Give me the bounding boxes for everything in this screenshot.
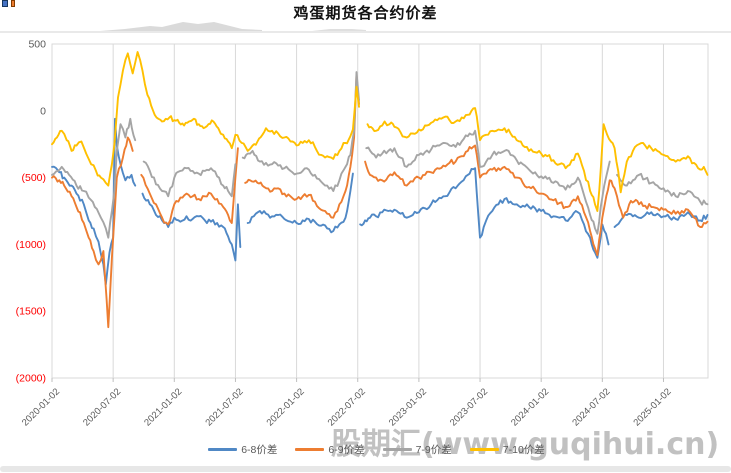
series-line-6-8价差 bbox=[51, 117, 709, 286]
y-axis-tick-label: 500 bbox=[28, 39, 46, 51]
legend-item-6-8[interactable]: 6-8价差 bbox=[208, 442, 277, 457]
x-axis-tick-label: 2020-07-02 bbox=[81, 386, 123, 428]
x-axis-tick-label: 2021-07-02 bbox=[203, 386, 245, 428]
legend-swatch-7-10 bbox=[469, 447, 499, 451]
series-line-6-9价差 bbox=[51, 73, 709, 329]
y-axis-tick-label: 0 bbox=[40, 105, 46, 117]
background-hills-decoration bbox=[100, 22, 366, 31]
legend-item-7-9[interactable]: 7-9价差 bbox=[382, 442, 452, 457]
y-axis-tick-label: (500) bbox=[21, 172, 46, 184]
watermark: 股期汇(www.guqihui.cn) bbox=[331, 427, 720, 462]
chart-legend: 6-8价差 6-9价差 7-9价差 7-10价差 bbox=[0, 441, 731, 457]
legend-swatch-7-9 bbox=[382, 447, 412, 451]
horizontal-divider bbox=[0, 31, 731, 33]
legend-item-6-9[interactable]: 6-9价差 bbox=[295, 442, 365, 457]
series-line-7-9价差 bbox=[51, 71, 709, 239]
legend-label-7-9: 7-9价差 bbox=[415, 443, 452, 456]
legend-label-6-8: 6-8价差 bbox=[241, 443, 278, 456]
chart-canvas: 2020-01-02 2020-07-02 2021-01-02 2021-07-02… bbox=[16, 39, 709, 428]
x-axis-tick-label: 2021-01-02 bbox=[142, 386, 184, 428]
legend-label-7-10: 7-10价差 bbox=[502, 443, 545, 456]
y-axis-tick-label: (2000) bbox=[16, 373, 46, 385]
x-axis-tick-label: 2022-01-02 bbox=[265, 386, 307, 428]
chart-title: 鸡蛋期货各合约价差 bbox=[293, 5, 438, 22]
legend-item-7-10[interactable]: 7-10价差 bbox=[469, 442, 545, 457]
y-axis-tick-label: (1000) bbox=[16, 239, 46, 251]
window-corner-icon bbox=[2, 0, 18, 8]
legend-swatch-6-8 bbox=[208, 447, 238, 451]
blue-block-icon bbox=[2, 0, 8, 7]
legend-swatch-6-9 bbox=[295, 447, 325, 451]
legend-label-6-9: 6-9价差 bbox=[328, 443, 365, 456]
series-line-7-10价差 bbox=[51, 51, 709, 212]
plot-border bbox=[51, 43, 709, 379]
y-axis-tick-label: (1500) bbox=[16, 306, 46, 318]
horizontal-scrollbar[interactable] bbox=[0, 466, 731, 472]
orange-block-icon bbox=[11, 0, 15, 7]
x-axis-tick-label: 2020-01-02 bbox=[20, 386, 62, 428]
